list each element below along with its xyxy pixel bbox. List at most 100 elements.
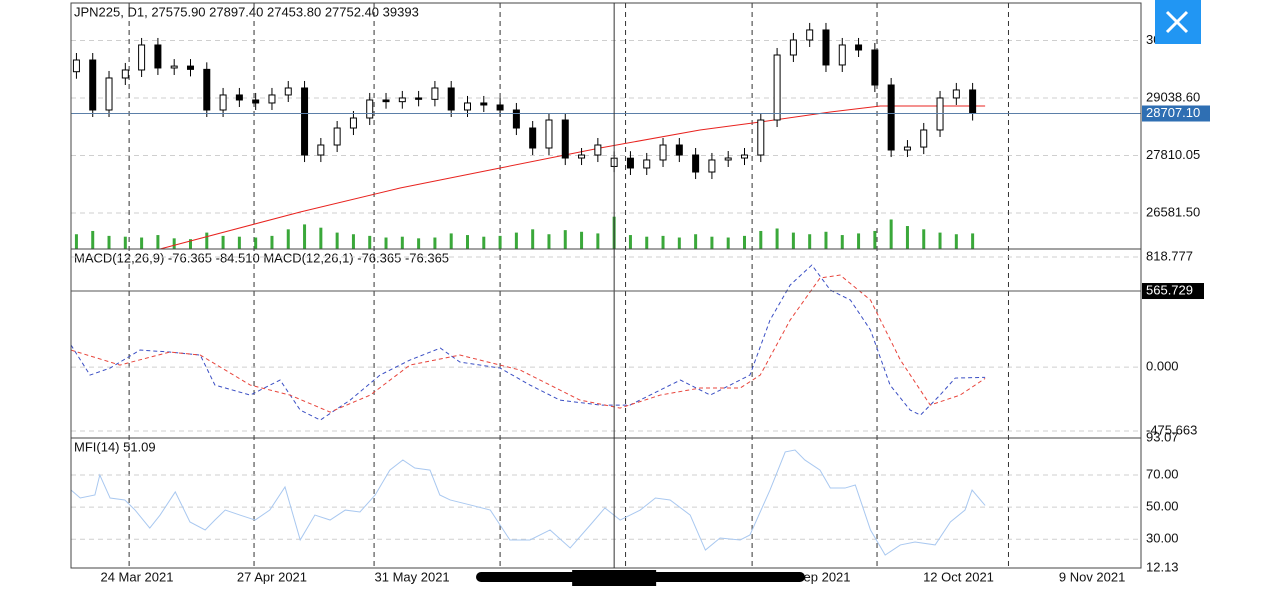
candle-body — [170, 65, 178, 69]
close-icon[interactable] — [1165, 10, 1189, 34]
candle-body — [855, 44, 863, 51]
candle-body — [333, 127, 341, 146]
candle-body — [822, 29, 830, 66]
volume-bar — [270, 235, 274, 249]
candle-body — [708, 159, 716, 173]
candle-body — [317, 144, 325, 156]
x-tick-label: 12 Oct 2021 — [923, 569, 994, 584]
candle-body — [138, 44, 146, 71]
volume-bar — [726, 237, 730, 249]
volume-bar — [74, 234, 78, 249]
volume-bar — [596, 233, 600, 249]
volume-bar — [303, 224, 307, 249]
candle-body — [757, 119, 765, 156]
volume-bar — [465, 235, 469, 249]
volume-bar — [156, 235, 160, 249]
panel-title: JPN225, D1, 27575.90 27897.40 27453.80 2… — [74, 4, 419, 19]
candle-body — [675, 144, 683, 156]
x-tick-label: 27 Apr 2021 — [237, 569, 307, 584]
candle-body — [561, 119, 569, 159]
candle-body — [692, 154, 700, 173]
volume-bar — [694, 234, 698, 249]
volume-bar — [319, 227, 323, 249]
volume-bar — [840, 235, 844, 249]
candle-body — [415, 97, 423, 100]
candle-body — [659, 144, 667, 161]
y-tick-label: 26581.50 — [1146, 204, 1200, 219]
y-tick-label: 30.00 — [1146, 531, 1179, 546]
volume-bar — [971, 233, 975, 249]
candle-body — [252, 99, 260, 104]
candle-body — [496, 104, 504, 111]
volume-bar — [188, 239, 192, 249]
volume-bar — [938, 232, 942, 249]
volume-bar — [791, 232, 795, 249]
volume-bar — [335, 232, 339, 249]
series-line — [70, 274, 986, 413]
volume-bar — [889, 219, 893, 249]
candle-body — [72, 59, 80, 73]
volume-bar — [384, 237, 388, 249]
volume-bar — [91, 230, 95, 249]
candle-body — [952, 89, 960, 99]
last-price-box — [1142, 105, 1210, 122]
candle-body — [89, 59, 97, 111]
volume-bar — [254, 237, 258, 249]
candle-body — [431, 87, 439, 100]
candle-body — [219, 94, 227, 111]
volume-bar — [677, 237, 681, 249]
candle-body — [724, 157, 732, 161]
volume-bar — [743, 235, 747, 249]
candle-body — [741, 154, 749, 159]
candle-body — [594, 144, 602, 156]
series-line — [70, 449, 986, 556]
volume-bar — [531, 229, 535, 249]
volume-bar — [759, 230, 763, 249]
x-tick-label: 31 May 2021 — [375, 569, 450, 584]
candle-body — [626, 157, 634, 169]
volume-bar — [628, 235, 632, 249]
crosshair-y-box — [1142, 283, 1204, 300]
volume-bar — [351, 234, 355, 249]
volume-bar — [547, 234, 551, 249]
candle-body — [105, 77, 113, 111]
candle-body — [545, 119, 553, 149]
volume-bar — [221, 235, 225, 249]
volume-bar — [107, 235, 111, 249]
candle-body — [903, 146, 911, 151]
volume-bar — [140, 237, 144, 249]
y-tick-label: -475.663 — [1146, 422, 1197, 437]
volume-bar — [286, 229, 290, 249]
candle-body — [969, 89, 977, 114]
candle-body — [121, 69, 129, 79]
candle-body — [186, 65, 194, 70]
series-line — [159, 105, 986, 250]
close-button[interactable] — [1155, 0, 1201, 44]
volume-bar — [857, 233, 861, 249]
volume-bar — [824, 231, 828, 249]
candle-body — [398, 97, 406, 103]
volume-bar — [645, 236, 649, 249]
last-price-label: 28707.10 — [1146, 105, 1200, 120]
y-tick-label: 29038.60 — [1146, 89, 1200, 104]
volume-bar — [514, 232, 518, 249]
volume-bar — [449, 233, 453, 249]
candle-body — [154, 44, 162, 69]
candle-body — [643, 159, 651, 169]
volume-bar — [400, 236, 404, 249]
volume-bar — [954, 234, 958, 249]
volume-bar — [905, 226, 909, 249]
y-tick-label: 93.07 — [1146, 429, 1179, 444]
volume-bar — [482, 236, 486, 249]
x-tick-label: 9 Nov 2021 — [1059, 569, 1126, 584]
panel-title: MACD(12,26,9) -76.365 -84.510 MACD(12,26… — [74, 250, 449, 265]
volume-bar — [368, 235, 372, 249]
home-indicator — [476, 572, 805, 582]
candle-body — [203, 68, 211, 111]
candle-body — [512, 109, 520, 129]
candle-body — [463, 102, 471, 111]
y-tick-label: 70.00 — [1146, 466, 1179, 481]
volume-bar — [580, 231, 584, 249]
volume-bar — [123, 236, 127, 249]
